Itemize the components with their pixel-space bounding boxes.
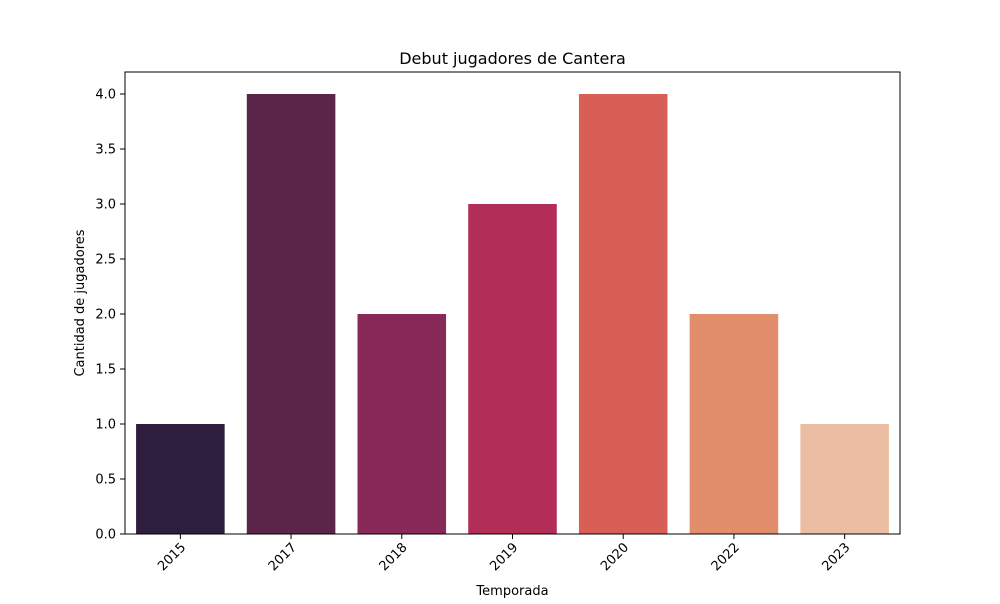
y-tick-label: 3.0 [95,198,116,213]
bar-2020 [578,94,668,534]
plot-frame [124,71,901,535]
y-axis: 0.0 0.5 1.0 1.5 2.0 2.5 3.0 3.5 4.0 [95,88,125,543]
y-tick-label: 3.5 [95,143,116,158]
y-tick-label: 1.5 [95,363,116,378]
y-tick-label: 0.5 [95,473,116,488]
y-tick-label: 0.0 [95,528,116,543]
bars-layer [136,94,889,534]
bar-2022 [689,314,779,534]
bar-2017 [246,94,336,534]
bar-2015 [136,424,225,534]
y-tick-label: 2.5 [95,253,116,268]
y-tick-label: 2.0 [95,308,116,323]
y-tick-label: 1.0 [95,418,116,433]
bar-2019 [468,204,557,534]
y-axis-label: Cantidad de jugadores [73,229,88,376]
bar-2023 [800,424,889,534]
x-axis-label: Temporada [475,584,548,599]
y-tick-label: 4.0 [95,88,116,103]
chart-title: Debut jugadores de Cantera [399,49,626,68]
bar-2018 [357,314,447,534]
